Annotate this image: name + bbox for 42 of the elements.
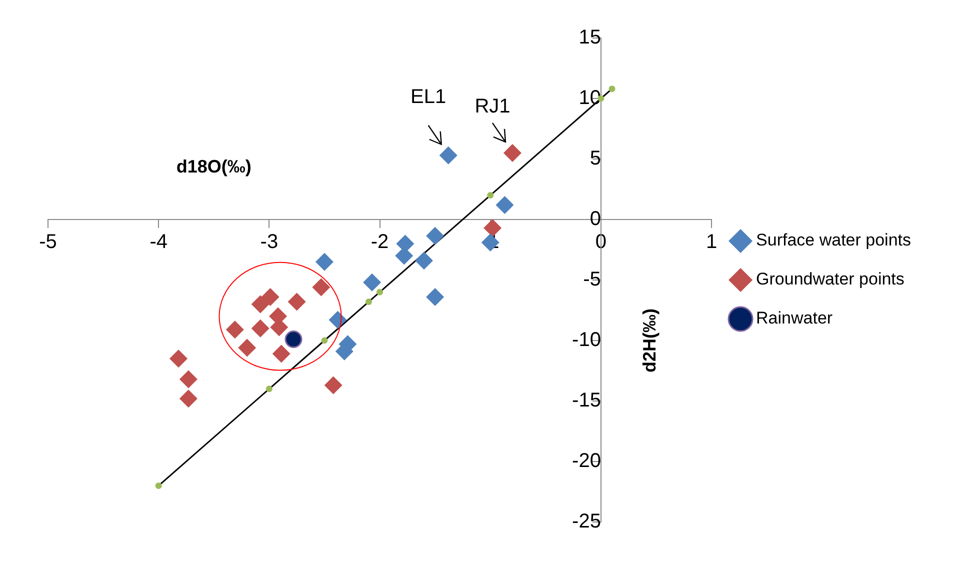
y-tick-label: -15 [572,390,601,412]
point [288,292,306,311]
legend-label: Rainwater [756,308,833,328]
x-tick-label: -3 [260,231,278,254]
y-axis-title: d2H(‰) [640,308,660,372]
point [284,330,302,348]
y-tick-label: 5 [590,148,601,170]
point [179,370,198,388]
legend-label: Groundwater points [756,270,904,289]
point [238,338,256,357]
point [251,319,270,338]
point [415,252,433,270]
annotation: EL1 [410,86,446,108]
point [324,376,342,394]
point [503,144,522,162]
point [261,288,280,306]
point [426,226,444,245]
y-tick-label: -20 [572,450,601,472]
point [363,273,382,292]
point [251,295,270,314]
point [312,278,330,296]
x-tick-label: 1 [706,231,718,254]
x-tick-label: -2 [370,231,389,254]
y-tick-label: -10 [572,329,601,352]
point [328,310,347,329]
x-axis-title: d18O(‰) [176,156,252,176]
annotation: RJ1 [474,95,510,118]
point [179,390,198,408]
point [272,344,290,363]
point [169,350,188,368]
y-tick-label: 15 [578,26,601,49]
x-tick-label: -5 [39,231,57,254]
legend-label: Surface water points [756,230,911,250]
point [226,320,244,339]
point [439,146,458,164]
y-tick-label: -5 [583,268,601,291]
point [426,288,444,306]
x-tick-label: -4 [150,231,168,254]
y-tick-label: -25 [572,510,601,533]
y-tick-label: 0 [590,208,601,230]
point [315,252,334,271]
point [496,196,514,214]
